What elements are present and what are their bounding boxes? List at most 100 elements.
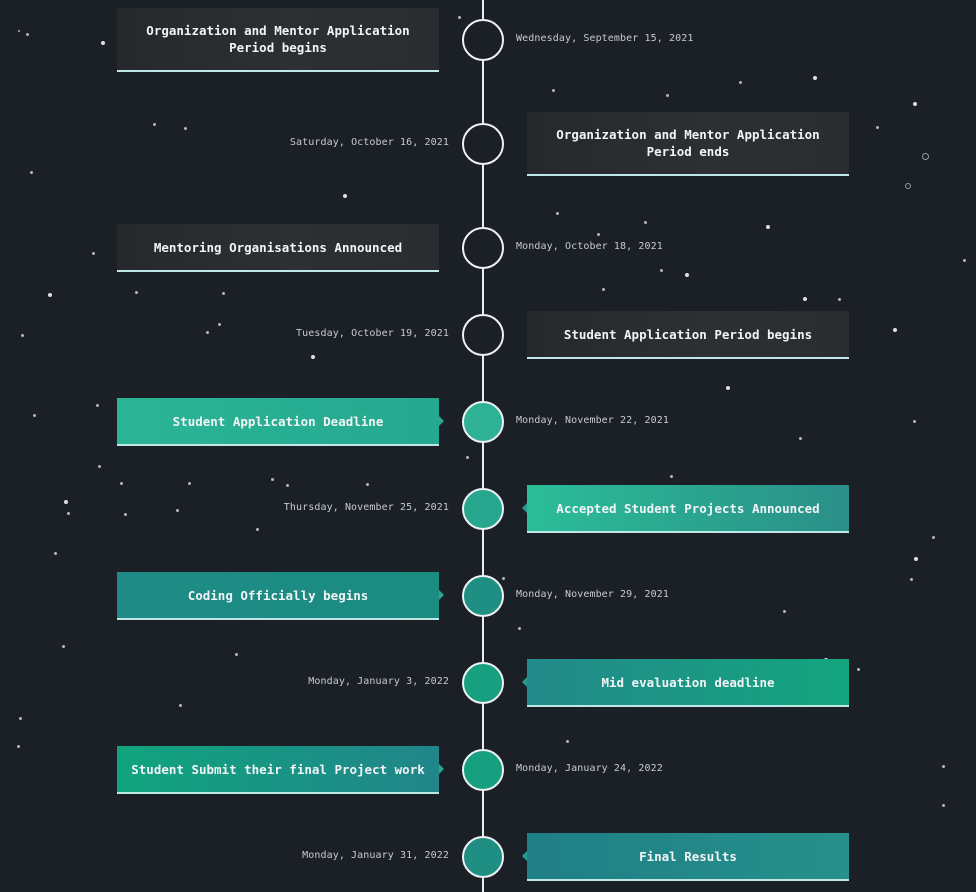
star-dot [54,552,57,555]
star-dot [179,704,182,707]
star-dot [914,557,918,561]
event-date: Tuesday, October 19, 2021 [295,328,449,339]
star-dot [366,483,369,486]
star-dot [552,89,555,92]
star-dot [910,578,913,581]
star-dot [135,291,138,294]
star-dot [666,94,669,97]
star-dot [98,465,101,468]
star-dot [153,123,156,126]
event-date: Saturday, October 16, 2021 [289,137,449,148]
event-date: Monday, January 24, 2022 [516,763,663,774]
star-dot [343,194,347,198]
star-dot [942,765,945,768]
star-dot [502,577,505,580]
star-dot [222,292,225,295]
timeline-node [462,836,504,878]
star-dot [597,233,600,236]
event-card[interactable]: Student Application Deadline [117,398,444,446]
event-date: Monday, November 22, 2021 [516,415,670,426]
timeline-node [462,227,504,269]
star-dot [766,225,770,229]
timeline-node [462,314,504,356]
star-dot [905,183,911,189]
timeline-node [462,123,504,165]
event-card[interactable]: Final Results [522,833,849,881]
star-dot [913,420,916,423]
star-dot [120,482,123,485]
event-date: Monday, January 31, 2022 [302,850,449,861]
event-title: Organization and Mentor Application Peri… [556,127,820,159]
star-dot [685,273,689,277]
timeline-node [462,401,504,443]
event-title: Final Results [639,848,737,864]
star-dot [62,645,65,648]
star-dot [218,323,221,326]
star-dot [556,212,559,215]
event-card[interactable]: Student Application Period begins [527,311,849,359]
event-card[interactable]: Accepted Student Projects Announced [522,485,849,533]
event-title: Coding Officially begins [187,587,369,603]
star-dot [660,269,663,272]
timeline-node [462,488,504,530]
star-dot [893,328,897,332]
star-dot [271,478,274,481]
star-dot [857,668,860,671]
star-dot [963,259,966,262]
timeline-node [462,749,504,791]
event-title: Student Submit their final Project work [131,761,425,777]
event-card[interactable]: Organization and Mentor Application Peri… [117,8,439,72]
star-dot [942,804,945,807]
star-dot [913,102,917,106]
event-card[interactable]: Coding Officially begins [117,572,444,620]
star-dot [206,331,209,334]
star-dot [235,653,238,656]
timeline-node [462,19,504,61]
event-card[interactable]: Mentoring Organisations Announced [117,224,439,272]
star-dot [932,536,935,539]
star-dot [726,386,730,390]
star-dot [30,171,33,174]
star-dot [184,127,187,130]
event-card[interactable]: Student Submit their final Project work [117,746,444,794]
star-dot [96,404,99,407]
event-date: Thursday, November 25, 2021 [283,502,449,513]
event-title: Mentoring Organisations Announced [153,239,403,255]
star-dot [33,414,36,417]
star-dot [176,509,179,512]
event-date: Monday, October 18, 2021 [516,241,663,252]
timeline-node [462,662,504,704]
star-dot [19,717,22,720]
event-title: Student Application Period begins [563,326,813,342]
star-dot [566,740,569,743]
event-title: Student Application Deadline [172,413,384,429]
star-dot [21,334,24,337]
event-title: Organization and Mentor Application Peri… [146,23,410,55]
star-dot [48,293,52,297]
star-dot [518,627,521,630]
event-card[interactable]: Mid evaluation deadline [522,659,849,707]
star-dot [101,41,105,45]
star-dot [92,252,95,255]
event-title: Accepted Student Projects Announced [556,500,820,516]
star-dot [256,528,259,531]
star-dot [311,355,315,359]
star-dot [602,288,605,291]
star-dot [838,298,841,301]
star-dot [18,30,20,32]
star-dot [286,484,289,487]
star-dot [799,437,802,440]
star-dot [124,513,127,516]
star-dot [739,81,742,84]
star-dot [67,512,70,515]
star-dot [922,153,929,160]
star-dot [26,33,29,36]
event-date: Monday, January 3, 2022 [308,676,449,687]
event-card[interactable]: Organization and Mentor Application Peri… [527,112,849,176]
event-date: Monday, November 29, 2021 [516,589,670,600]
star-dot [803,297,807,301]
star-dot [813,76,817,80]
star-dot [876,126,879,129]
star-dot [188,482,191,485]
star-dot [466,456,469,459]
